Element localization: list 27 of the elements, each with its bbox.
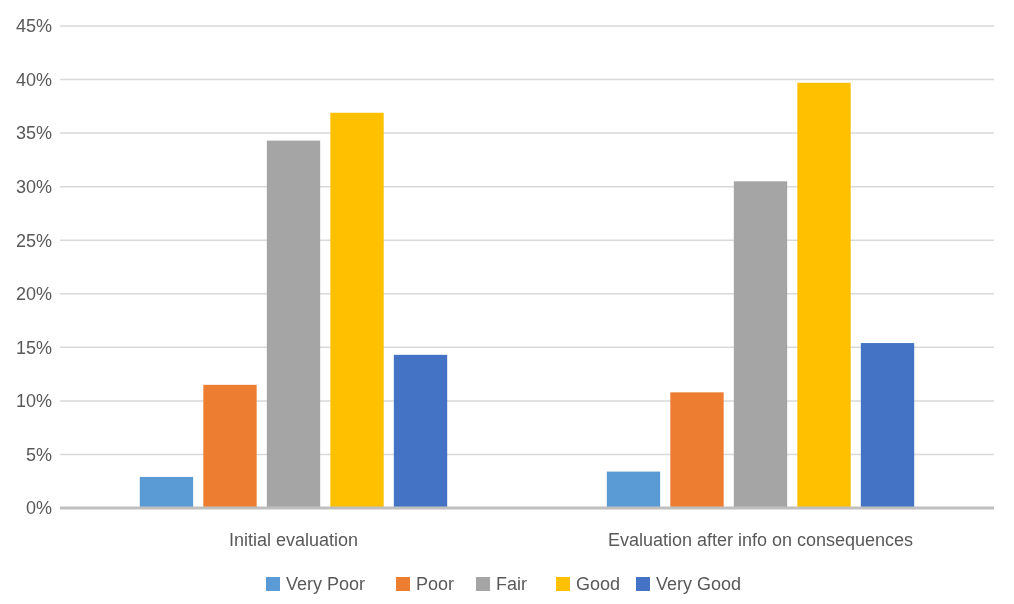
bar xyxy=(203,384,257,508)
bar xyxy=(393,354,448,508)
y-tick-label: 10% xyxy=(15,391,52,412)
legend-label: Fair xyxy=(496,574,527,594)
x-tick-label: Evaluation after info on consequences xyxy=(607,530,914,550)
y-tick-label: 0% xyxy=(25,498,52,519)
legend-label: Poor xyxy=(416,574,455,594)
y-tick-label: 15% xyxy=(15,337,52,358)
y-tick-label: 35% xyxy=(15,123,52,144)
bar xyxy=(797,82,851,508)
y-tick-label: 40% xyxy=(15,69,52,90)
y-tick-label: 45% xyxy=(15,16,52,37)
y-tick-label: 5% xyxy=(25,444,52,465)
y-tick-label: 25% xyxy=(15,230,52,251)
bar xyxy=(860,343,915,508)
x-tick-label: Initial evaluation xyxy=(228,530,359,550)
legend-label: Very Poor xyxy=(286,574,366,594)
bar xyxy=(330,112,384,508)
legend-label: Good xyxy=(576,574,621,594)
bar xyxy=(733,181,788,508)
bar xyxy=(139,476,194,508)
legend-label: Very Good xyxy=(656,574,742,594)
bar xyxy=(670,392,724,508)
y-tick-label: 30% xyxy=(15,176,52,197)
bar xyxy=(266,140,321,508)
y-tick-label: 20% xyxy=(15,284,52,305)
bar xyxy=(606,471,661,508)
